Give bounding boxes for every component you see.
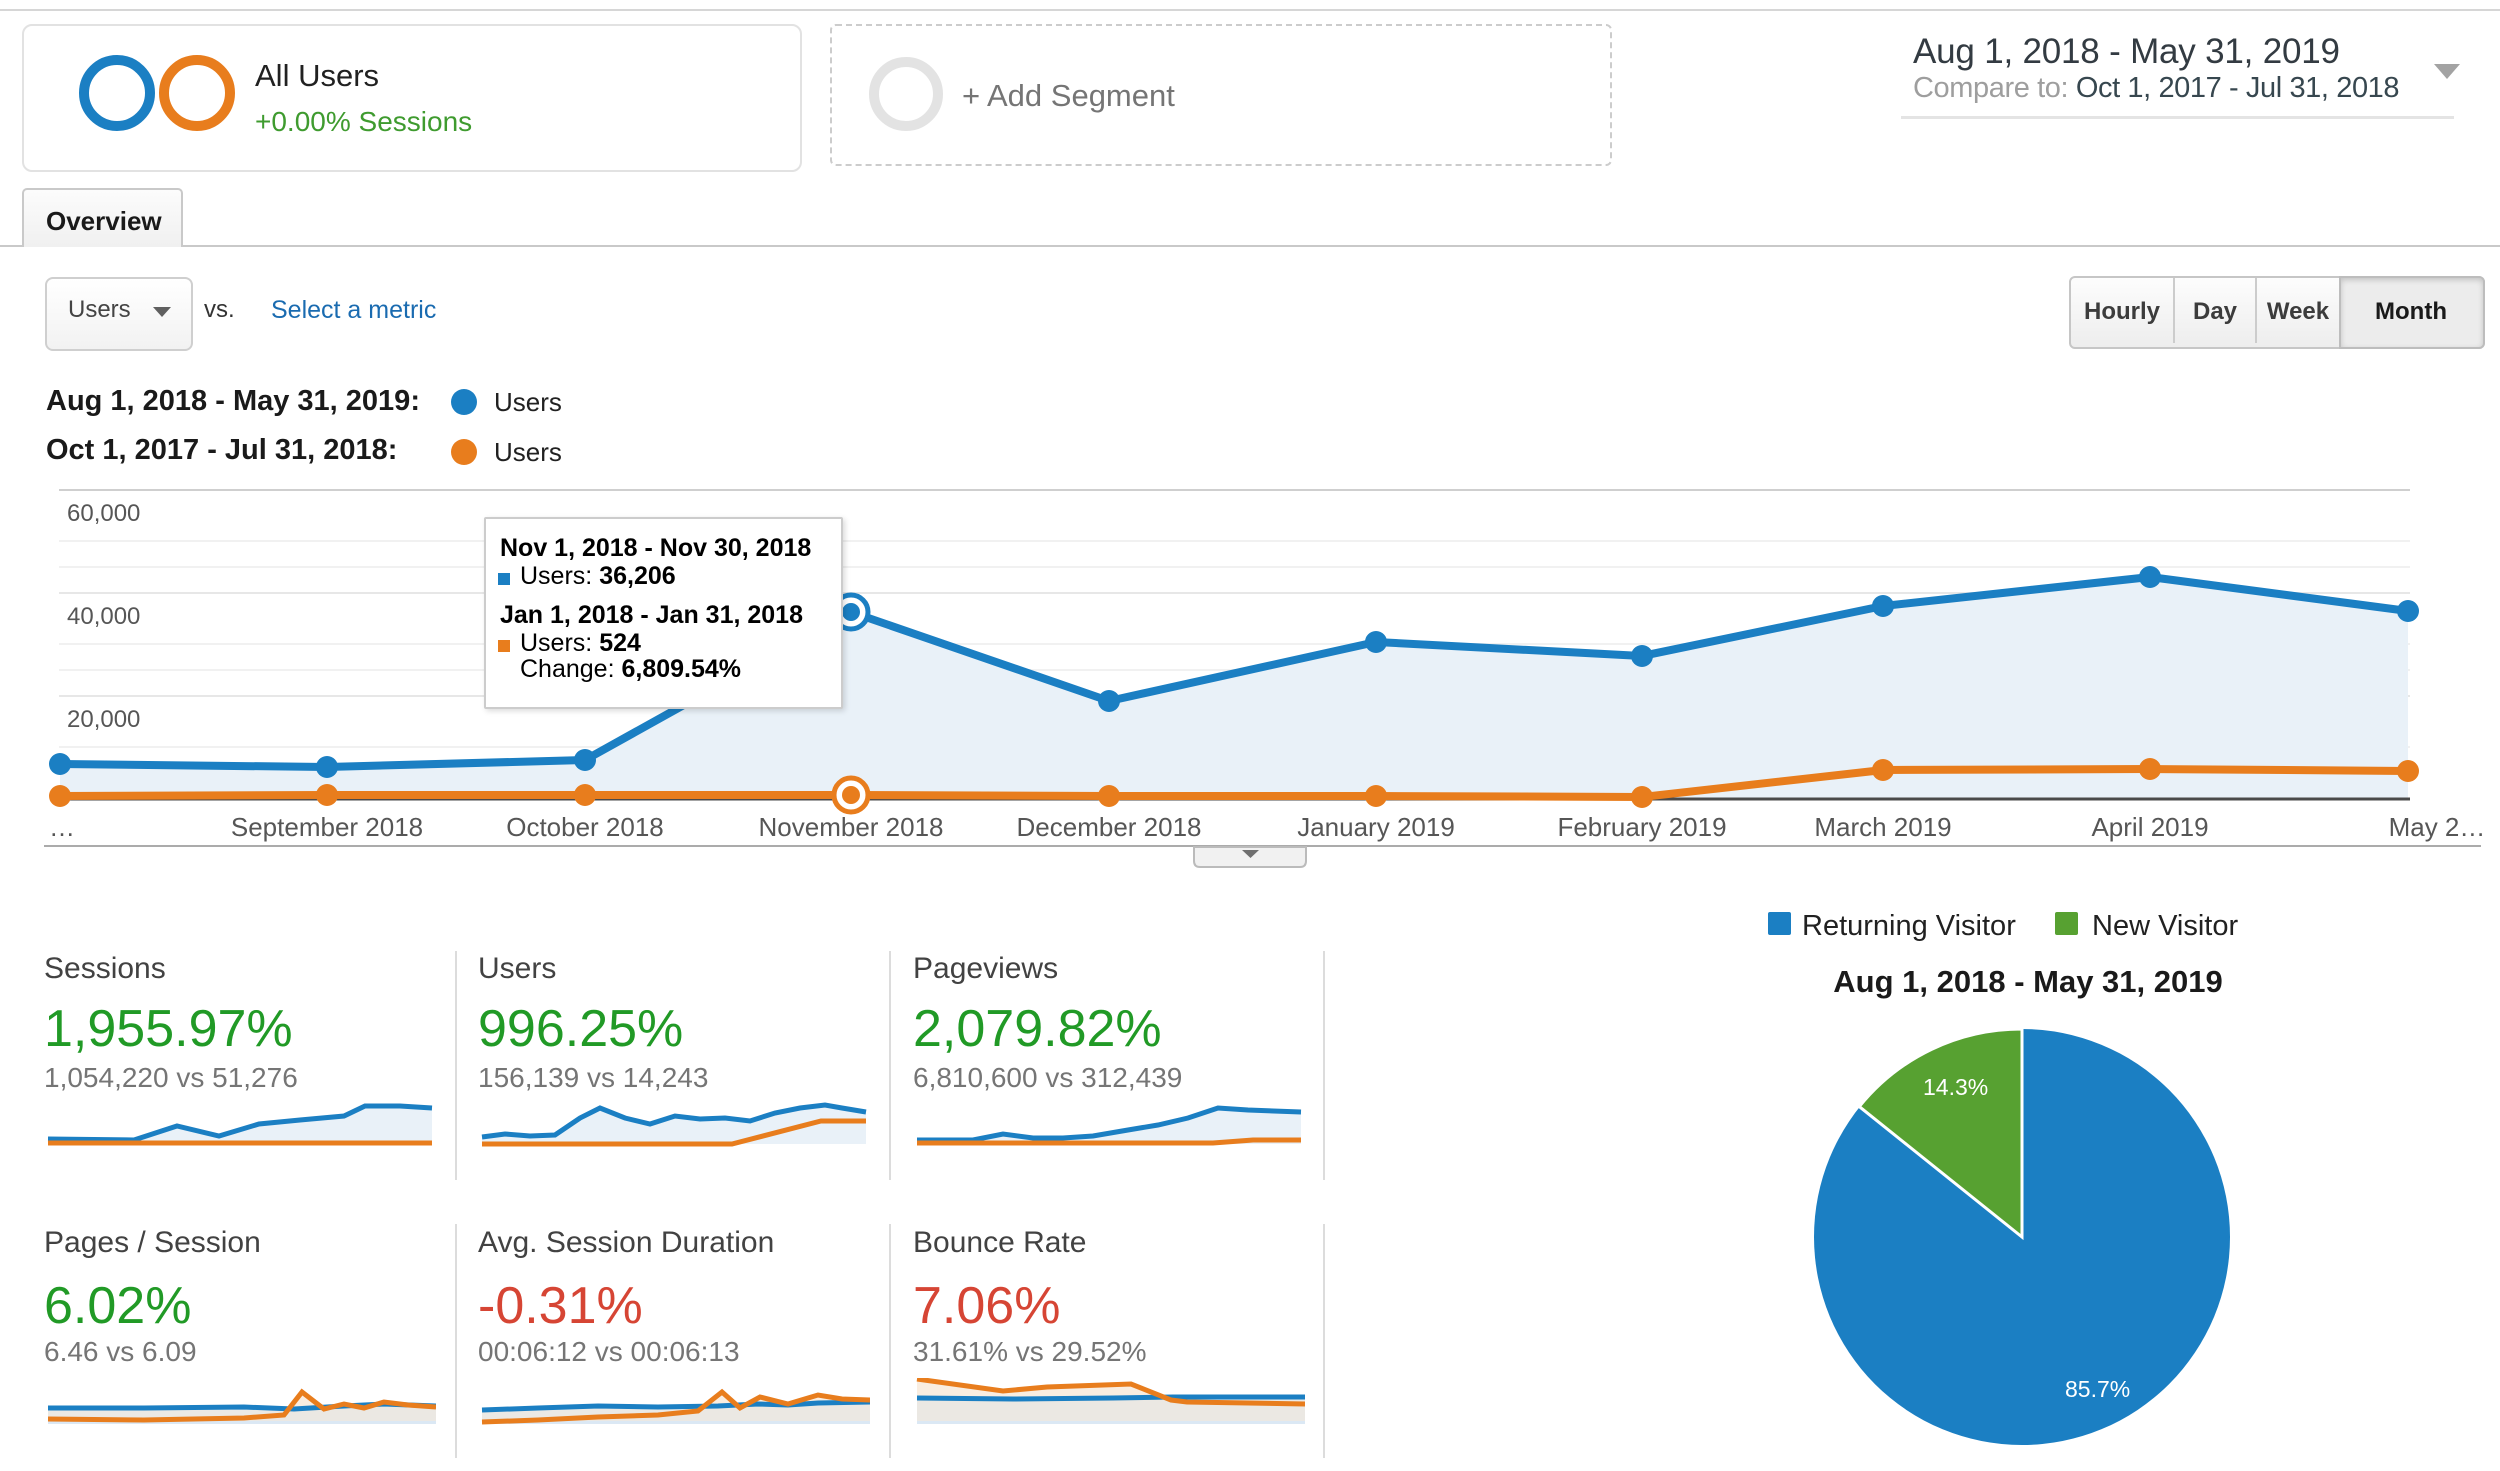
svg-text:September 2018: September 2018 <box>231 812 423 842</box>
svg-text:December 2018: December 2018 <box>1017 812 1202 842</box>
svg-text:March 2019: March 2019 <box>1814 812 1951 842</box>
svg-text:20,000: 20,000 <box>67 706 140 733</box>
svg-text:January 2019: January 2019 <box>1297 812 1455 842</box>
svg-text:85.7%: 85.7% <box>2065 1376 2130 1402</box>
svg-text:40,000: 40,000 <box>67 603 140 630</box>
svg-text:October 2018: October 2018 <box>506 812 664 842</box>
svg-text:April 2019: April 2019 <box>2091 812 2208 842</box>
svg-text:November 2018: November 2018 <box>759 812 944 842</box>
svg-text:…: … <box>49 812 75 842</box>
svg-text:60,000: 60,000 <box>67 500 140 527</box>
svg-text:May 2…: May 2… <box>2389 812 2486 842</box>
svg-text:February 2019: February 2019 <box>1557 812 1726 842</box>
svg-text:14.3%: 14.3% <box>1923 1074 1988 1100</box>
